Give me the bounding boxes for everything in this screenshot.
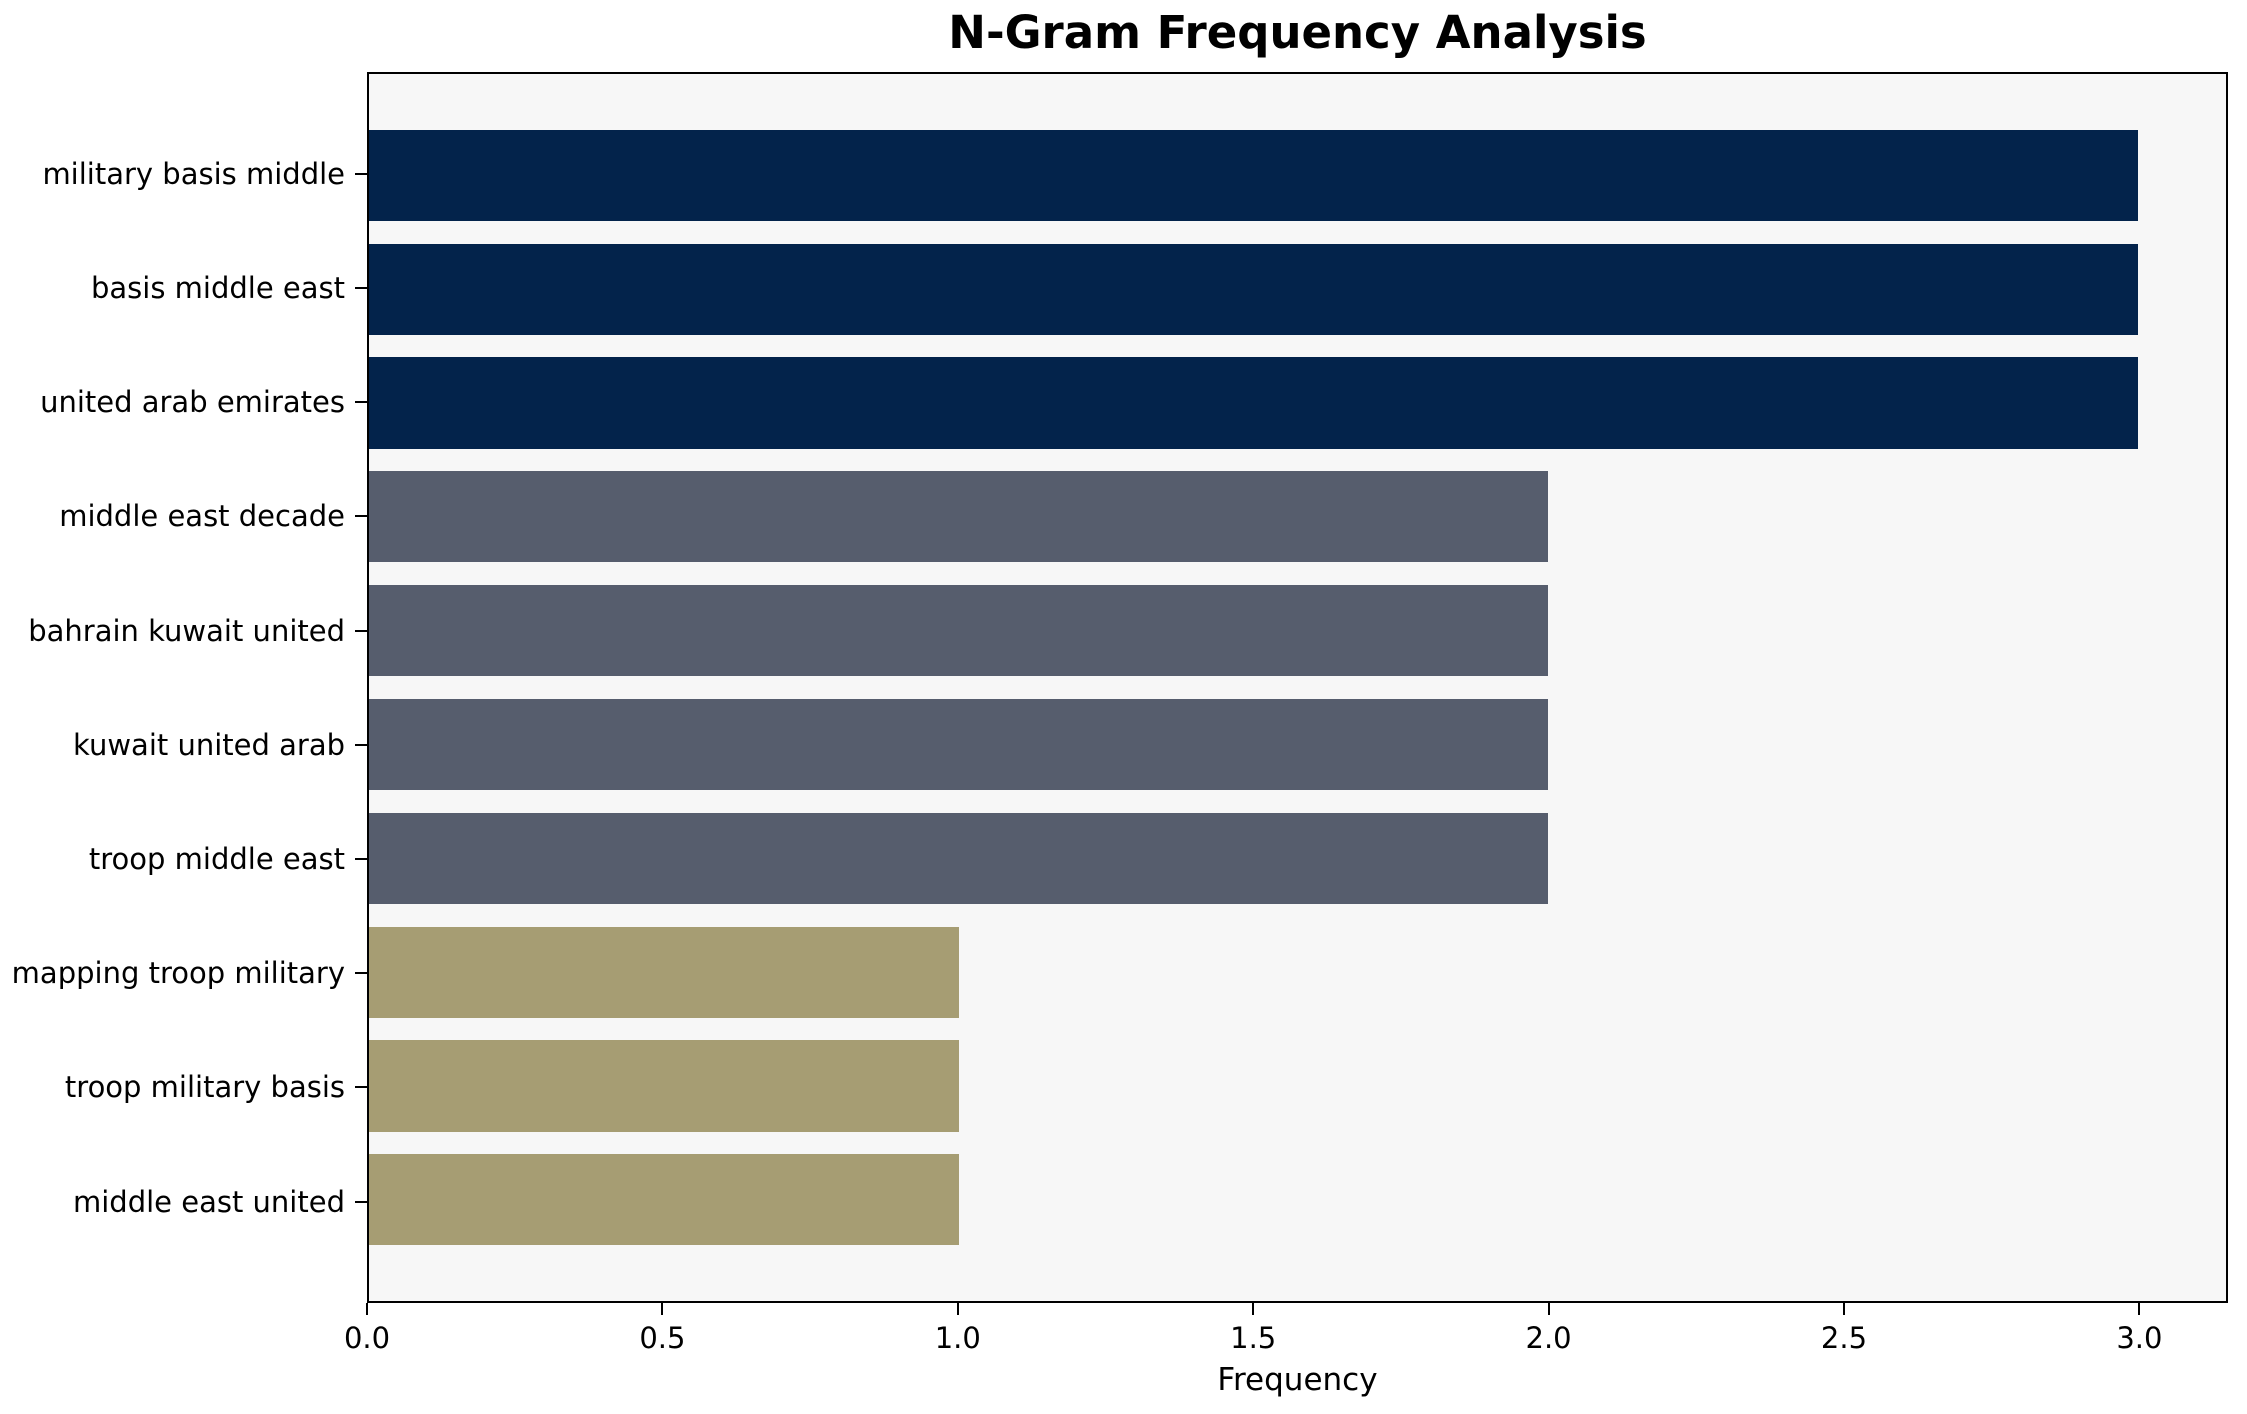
y-tick-mark <box>355 286 367 289</box>
plot-area <box>367 72 2228 1303</box>
y-tick-mark <box>355 629 367 632</box>
x-tick-label: 0.5 <box>639 1321 686 1355</box>
bar-8 <box>369 1040 959 1132</box>
y-tick-label: military basis middle <box>42 156 345 191</box>
chart-title: N-Gram Frequency Analysis <box>948 6 1647 59</box>
x-axis-title: Frequency <box>1217 1362 1378 1398</box>
y-tick-label: united arab emirates <box>40 385 345 420</box>
y-tick-label: basis middle east <box>90 270 345 305</box>
x-tick-label: 3.0 <box>2116 1321 2163 1355</box>
y-tick-label: bahrain kuwait united <box>28 613 345 648</box>
bar-9 <box>369 1154 959 1246</box>
y-tick-label: troop middle east <box>88 841 345 876</box>
x-tick-mark <box>1842 1303 1845 1315</box>
bar-1 <box>369 243 2138 335</box>
y-tick-label: middle east decade <box>59 499 345 534</box>
x-tick-mark <box>1252 1303 1255 1315</box>
y-tick-label: kuwait united arab <box>73 727 345 762</box>
y-tick-label: middle east united <box>73 1184 345 1219</box>
x-tick-label: 2.5 <box>1820 1321 1868 1355</box>
bar-3 <box>369 471 1549 563</box>
x-tick-label: 2.0 <box>1525 1321 1572 1355</box>
y-tick-mark <box>355 1200 367 1203</box>
x-tick-label: 0.0 <box>343 1321 391 1355</box>
x-tick-mark <box>366 1303 368 1315</box>
bar-2 <box>369 357 2138 449</box>
x-tick-mark <box>956 1303 959 1315</box>
x-tick-mark <box>1547 1303 1550 1315</box>
y-tick-mark <box>355 743 367 746</box>
y-tick-mark <box>355 857 367 860</box>
bar-5 <box>369 698 1549 791</box>
y-tick-mark <box>355 172 367 175</box>
x-tick-mark <box>2138 1303 2141 1315</box>
y-tick-mark <box>355 515 367 518</box>
y-tick-mark <box>355 972 367 975</box>
bar-4 <box>369 585 1549 677</box>
y-tick-label: troop military basis <box>64 1070 345 1105</box>
bar-7 <box>369 926 959 1018</box>
x-tick-label: 1.0 <box>934 1321 981 1355</box>
y-tick-label: mapping troop military <box>11 956 345 991</box>
x-tick-label: 1.5 <box>1230 1321 1277 1355</box>
y-tick-mark <box>355 1086 367 1089</box>
x-tick-mark <box>661 1303 664 1315</box>
bar-6 <box>369 812 1549 904</box>
y-tick-mark <box>355 401 367 404</box>
bar-0 <box>369 129 2138 221</box>
